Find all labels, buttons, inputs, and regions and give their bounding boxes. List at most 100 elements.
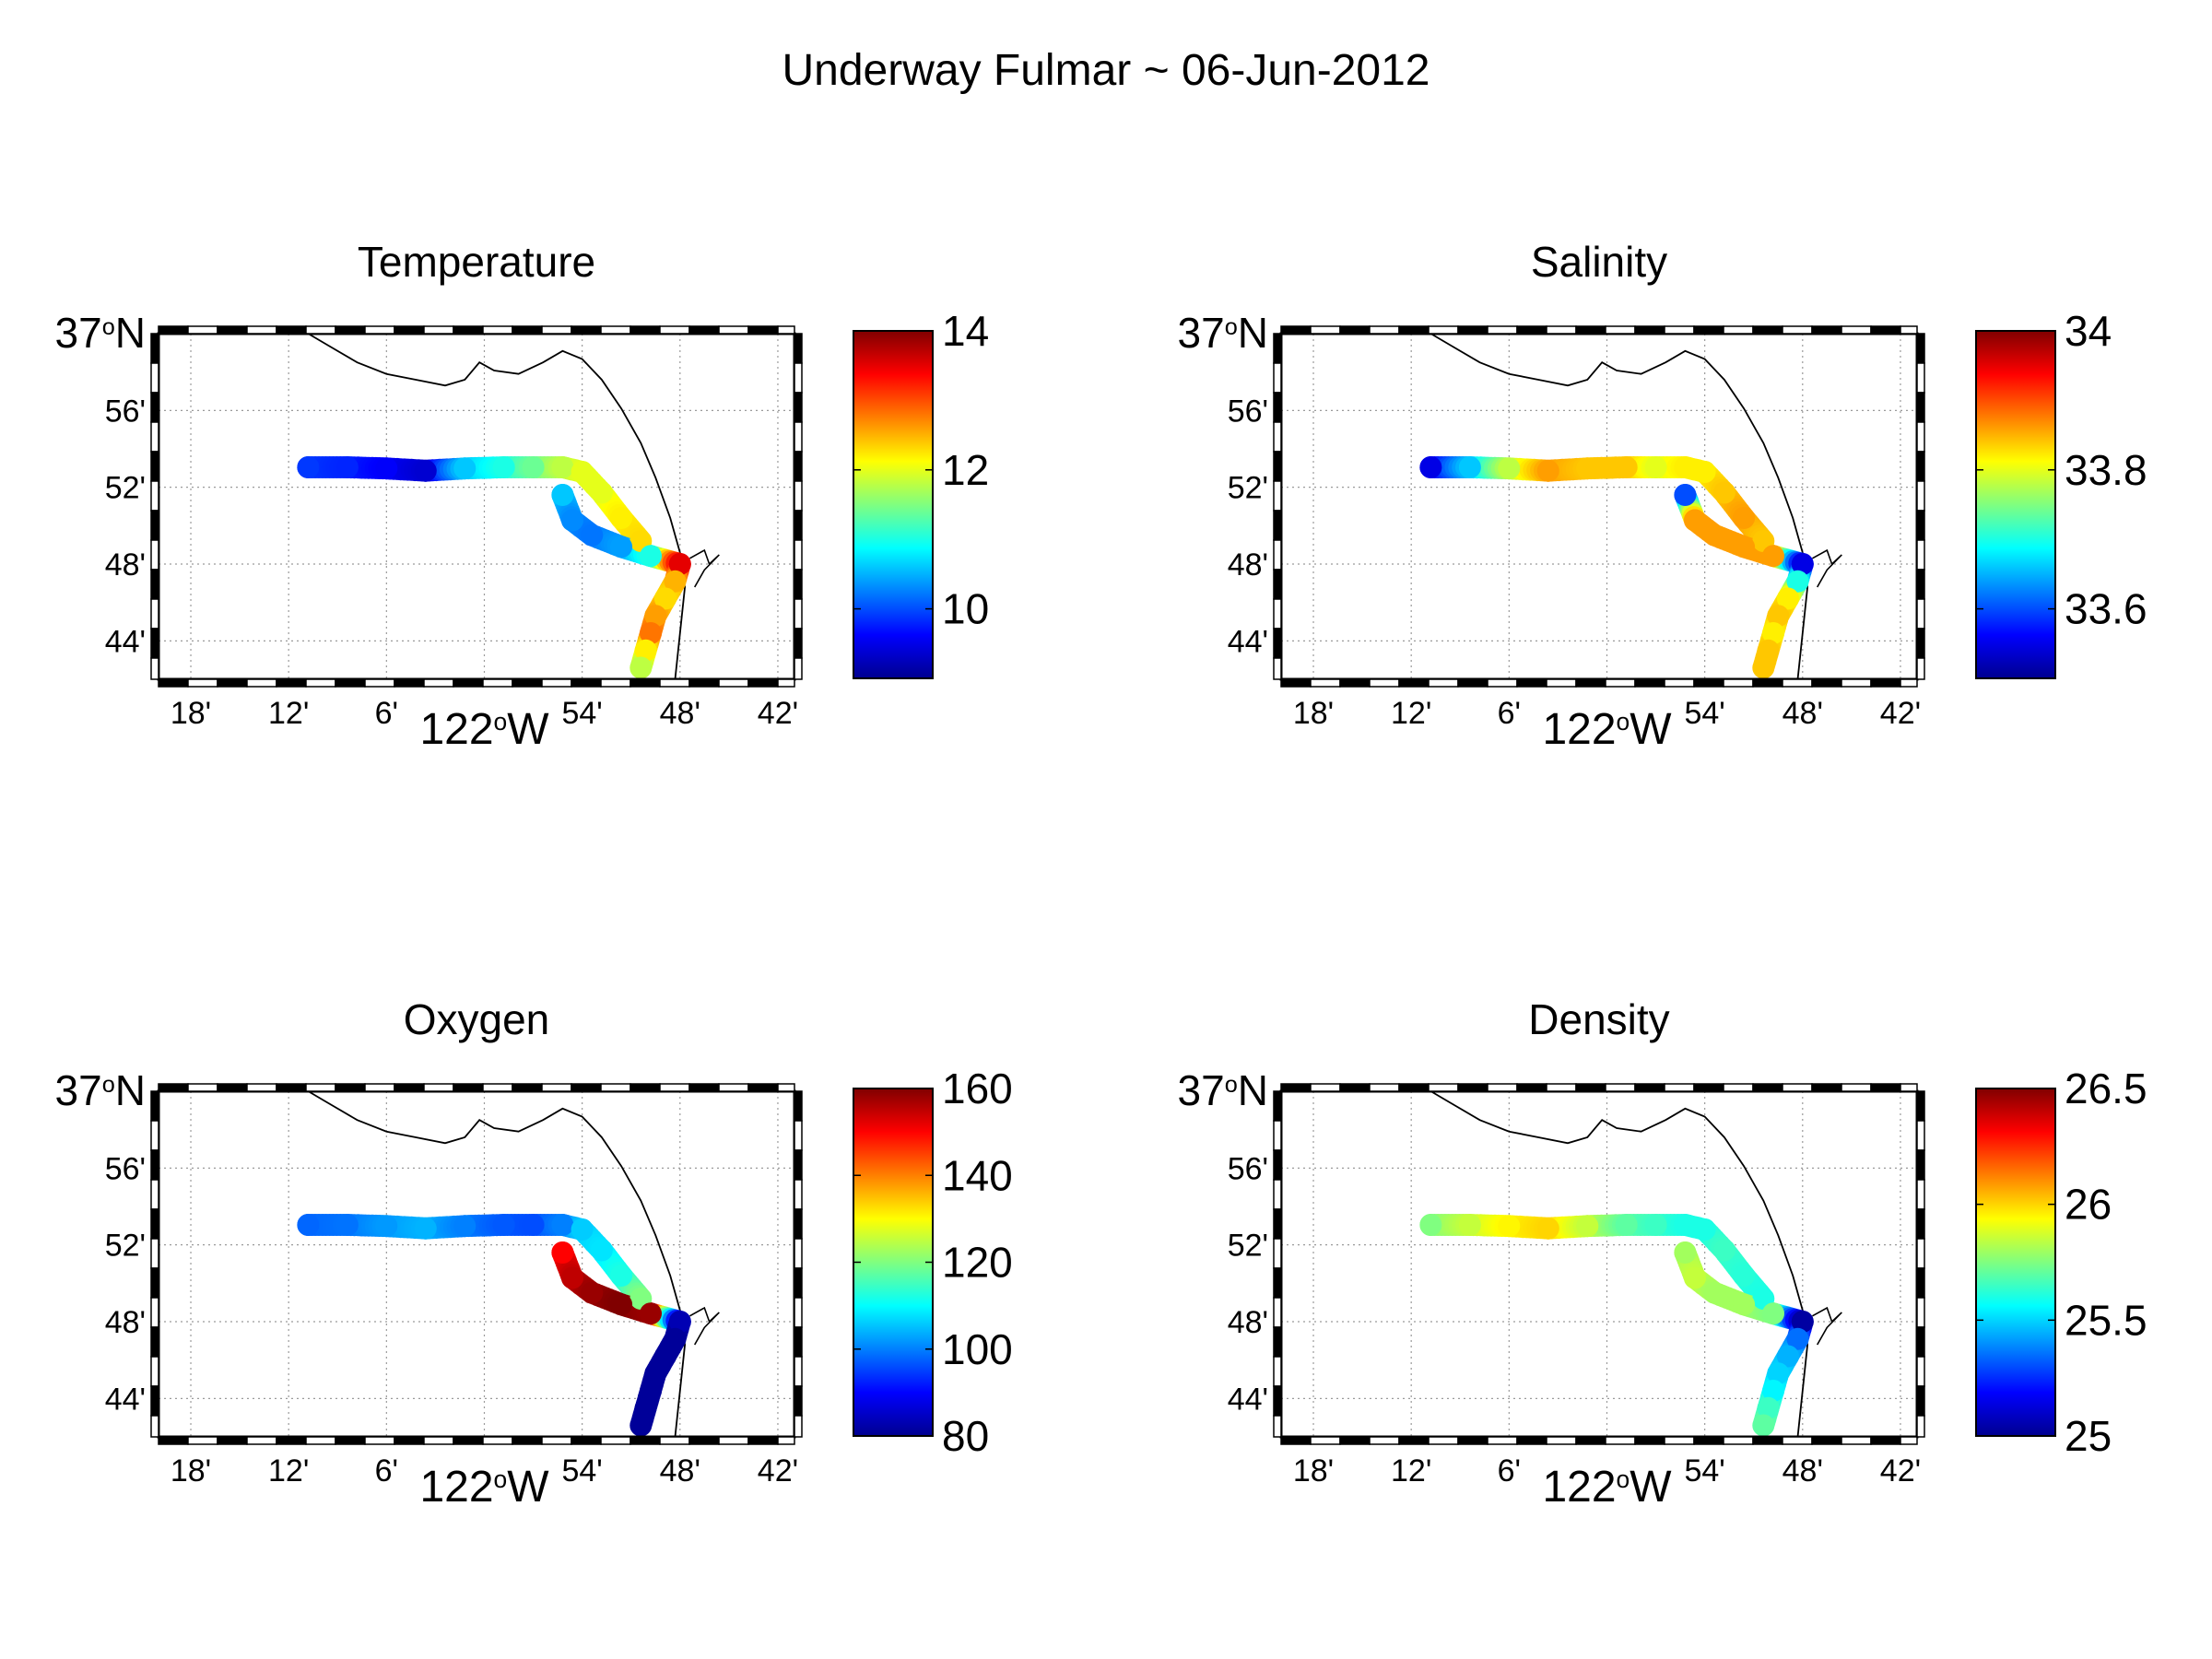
map-border-left	[150, 333, 159, 364]
map-border-right	[1916, 1149, 1925, 1181]
map-border-bottom	[629, 1436, 661, 1445]
figure-title: Underway Fulmar ~ 06-Jun-2012	[782, 46, 1430, 95]
map-border-bottom	[1398, 1436, 1430, 1445]
y-tick-label: 52'	[105, 1229, 146, 1264]
map-border-top	[1310, 325, 1341, 335]
map-border-right	[794, 1179, 803, 1210]
map-border-top	[187, 1083, 218, 1092]
map-border-top	[187, 325, 218, 335]
map-border-top	[217, 325, 248, 335]
map-border-right	[1916, 1090, 1925, 1122]
map-border-left	[150, 392, 159, 423]
map-border-top	[1605, 1083, 1636, 1092]
map-border-top	[1398, 1083, 1430, 1092]
map-border-bottom	[158, 678, 189, 688]
map-border-top	[217, 1083, 248, 1092]
map-border-bottom	[1487, 678, 1518, 688]
data-point	[375, 457, 398, 480]
data-point	[1776, 1345, 1799, 1368]
data-point	[590, 1239, 613, 1262]
map-border-top	[423, 1083, 454, 1092]
map-border-right	[1916, 569, 1925, 600]
estuary-outline	[1812, 548, 1842, 588]
map-border-bottom	[187, 678, 218, 688]
data-point	[551, 1214, 574, 1236]
map-border-top	[1664, 325, 1695, 335]
map-border-left	[1273, 569, 1282, 600]
map-border-left	[150, 539, 159, 571]
map-border-left	[1273, 1120, 1282, 1151]
map-border-right	[794, 1415, 803, 1438]
data-point	[335, 456, 359, 478]
map-border-right	[1916, 392, 1925, 423]
map-border-top	[1605, 325, 1636, 335]
y-tick-label: 52'	[1228, 471, 1268, 506]
map-border-top	[659, 1083, 690, 1092]
data-point	[1762, 622, 1784, 644]
map-border-bottom	[1752, 1436, 1783, 1445]
map-border-bottom	[1900, 1436, 1918, 1445]
data-point	[1615, 1214, 1638, 1236]
map-border-bottom	[1664, 678, 1695, 688]
map-border-bottom	[718, 678, 749, 688]
panel-title: Density	[1528, 995, 1669, 1043]
map-border-left	[150, 657, 159, 680]
map-border-left	[150, 451, 159, 482]
map-border-top	[1428, 325, 1459, 335]
map-border-bottom	[629, 678, 661, 688]
map-border-bottom	[659, 1436, 690, 1445]
x-tick-label: 6'	[1498, 1453, 1521, 1488]
data-point	[664, 570, 687, 593]
panel-title: Oxygen	[404, 995, 550, 1043]
data-point	[581, 1281, 604, 1304]
y-tick-label: 44'	[105, 1382, 146, 1417]
data-point	[335, 1214, 359, 1236]
map-border-right	[794, 628, 803, 659]
colorbar-tick-label: 34	[2065, 307, 2112, 355]
data-point	[1752, 1414, 1775, 1437]
data-point	[1576, 1215, 1599, 1238]
map-border-left	[150, 628, 159, 659]
map-border-left	[1273, 1415, 1282, 1438]
map-border-bottom	[1723, 1436, 1754, 1445]
map-border-top	[777, 325, 795, 335]
map-border-bottom	[305, 1436, 336, 1445]
data-point	[1791, 553, 1814, 575]
map-border-left	[1273, 1326, 1282, 1358]
data-point	[453, 1215, 477, 1238]
map-border-top	[571, 325, 602, 335]
map-border-left	[1273, 1090, 1282, 1122]
map-border-left	[1273, 1267, 1282, 1299]
data-point	[640, 622, 662, 644]
map-border-bottom	[453, 1436, 484, 1445]
map-area	[1281, 334, 1917, 679]
colorbar-tick-label: 120	[942, 1239, 1013, 1287]
map-border-top	[1339, 1083, 1371, 1092]
map-border-right	[794, 333, 803, 364]
map-border-bottom	[777, 1436, 795, 1445]
map-border-right	[1916, 598, 1925, 629]
map-border-bottom	[246, 678, 277, 688]
y-tick-label: 48'	[1228, 1305, 1268, 1340]
data-point	[1733, 535, 1756, 559]
map-border-left	[1273, 1149, 1282, 1181]
map-border-bottom	[482, 1436, 513, 1445]
data-point	[551, 1241, 574, 1264]
ship-track	[1419, 1214, 1814, 1437]
map-border-top	[1369, 325, 1400, 335]
data-point	[1752, 656, 1775, 679]
map-border-top	[1693, 325, 1724, 335]
map-border-bottom	[1310, 1436, 1341, 1445]
map-border-top	[1841, 1083, 1872, 1092]
map-border-top	[453, 1083, 484, 1092]
data-point	[1644, 456, 1667, 478]
map-border-left	[150, 1238, 159, 1269]
colorbar-tick-label: 160	[942, 1065, 1013, 1112]
map-border-left	[150, 1179, 159, 1210]
map-border-bottom	[1811, 1436, 1842, 1445]
x-tick-label: 48'	[660, 1453, 700, 1488]
x-tick-label: 48'	[1783, 696, 1823, 731]
data-point	[1458, 1214, 1481, 1236]
data-point	[1693, 1218, 1716, 1241]
map-border-top	[305, 1083, 336, 1092]
